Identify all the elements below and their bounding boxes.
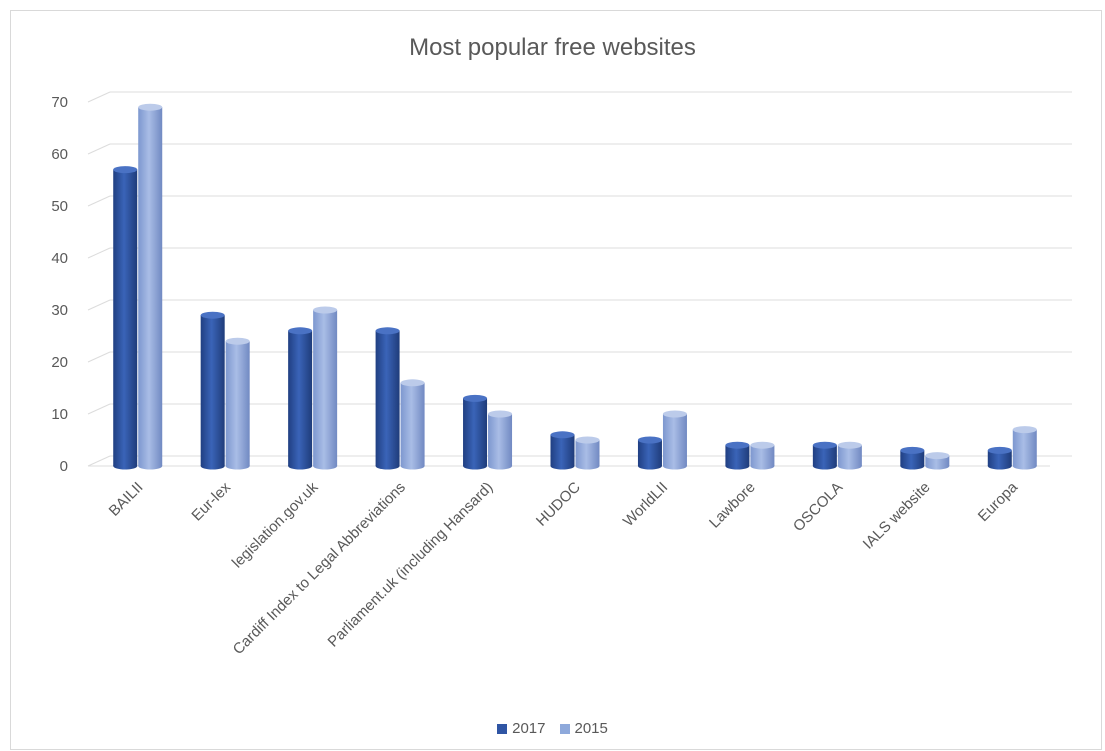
bar-2017-legislation.gov.uk <box>288 327 313 470</box>
legend: 2017 2015 <box>0 720 1105 737</box>
gridline-side-70 <box>87 91 111 103</box>
bar-2017-Eur-lex <box>200 311 225 470</box>
x-tick-label: HUDOC <box>533 479 584 530</box>
x-tick-label: legislation.gov.uk <box>229 478 322 571</box>
gridline-side-50 <box>87 195 111 207</box>
x-tick-label: Lawbore <box>706 479 759 532</box>
chart-area <box>10 10 1102 750</box>
legend-label-2015: 2015 <box>574 720 608 737</box>
bar-2015-HUDOC <box>575 436 600 470</box>
bar-2017-Cardiff Index to Legal Abbreviations <box>375 327 400 470</box>
legend-item-2015: 2015 <box>559 720 608 737</box>
x-tick-label: Europa <box>975 478 1022 525</box>
y-tick-label: 40 <box>51 250 68 267</box>
bar-2017-IALS website <box>900 446 925 470</box>
y-tick-label: 0 <box>60 458 68 475</box>
y-tick-label: 70 <box>51 94 68 111</box>
gridline-side-10 <box>87 403 111 415</box>
bar-2015-Eur-lex <box>225 337 250 470</box>
y-tick-label: 10 <box>51 406 68 423</box>
x-tick-label: Parliament.uk (including Hansard) <box>325 479 497 651</box>
bar-2017-Lawbore <box>725 441 750 470</box>
gridline-side-60 <box>87 143 111 155</box>
legend-item-2017: 2017 <box>497 720 546 737</box>
y-tick-label: 50 <box>51 198 68 215</box>
legend-swatch-2015 <box>559 723 570 734</box>
bars <box>113 103 1037 470</box>
bar-2017-BAILII <box>113 166 138 470</box>
bar-2015-IALS website <box>925 452 950 470</box>
bar-2015-Cardiff Index to Legal Abbreviations <box>400 379 425 470</box>
gridline-side-30 <box>87 299 111 311</box>
x-tick-label: IALS website <box>860 479 934 553</box>
gridline-side-40 <box>87 247 111 259</box>
bar-2015-Lawbore <box>750 441 775 470</box>
bar-2015-Europa <box>1012 426 1037 470</box>
bar-2017-WorldLII <box>637 436 662 470</box>
bar-2015-WorldLII <box>662 410 687 470</box>
chart-title: Most popular free websites <box>409 34 696 61</box>
x-tick-label: Eur-lex <box>188 478 234 524</box>
gridlines <box>87 91 1072 467</box>
y-tick-label: 30 <box>51 302 68 319</box>
gridline-side-0 <box>87 455 111 467</box>
bar-2015-Parliament.uk (including Hansard) <box>488 410 513 470</box>
bar-2017-OSCOLA <box>812 441 837 470</box>
bar-2017-HUDOC <box>550 431 575 470</box>
bar-2015-legislation.gov.uk <box>313 306 338 470</box>
y-axis-ticks: 0 10 20 30 40 50 60 70 <box>51 94 68 475</box>
y-tick-label: 60 <box>51 146 68 163</box>
legend-swatch-2017 <box>497 723 508 734</box>
x-tick-label: OSCOLA <box>790 479 846 535</box>
bar-2015-OSCOLA <box>837 441 862 470</box>
x-tick-label: BAILII <box>106 479 147 520</box>
x-tick-label: Cardiff Index to Legal Abbreviations <box>230 479 409 658</box>
y-tick-label: 20 <box>51 354 68 371</box>
bar-2017-Parliament.uk (including Hansard) <box>463 394 488 470</box>
bar-2017-Europa <box>987 446 1012 470</box>
gridline-side-20 <box>87 351 111 363</box>
bar-2015-BAILII <box>138 103 163 470</box>
legend-label-2017: 2017 <box>512 720 546 737</box>
x-tick-label: WorldLII <box>620 479 671 530</box>
